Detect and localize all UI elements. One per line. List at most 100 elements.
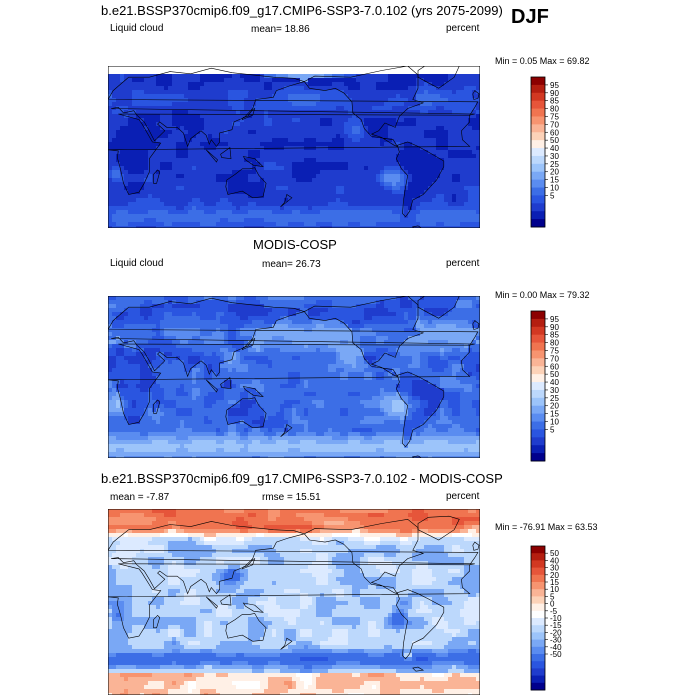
map-cell <box>320 170 325 175</box>
map-cell <box>320 182 325 187</box>
map-cell <box>352 166 357 171</box>
map-cell <box>256 130 261 135</box>
map-cell <box>384 82 389 87</box>
map-cell <box>224 110 229 115</box>
map-cell <box>216 316 221 321</box>
map-cell <box>248 102 253 107</box>
map-cell <box>108 312 113 317</box>
map-cell <box>368 332 373 337</box>
map-cell <box>424 332 429 337</box>
map-cell <box>272 296 277 301</box>
map-cell <box>444 130 449 135</box>
map-cell <box>444 146 449 151</box>
map-cell <box>380 190 385 195</box>
coastline-greenland <box>417 66 460 89</box>
map-cell <box>252 138 257 143</box>
map-cell <box>148 316 153 321</box>
map-cell <box>352 214 357 219</box>
map-cell <box>196 304 201 309</box>
map-cell <box>392 214 397 219</box>
map-cell <box>300 78 305 83</box>
map-cell <box>200 194 205 199</box>
map-cell <box>132 210 137 215</box>
map-cell <box>160 324 165 329</box>
map-cell <box>340 300 345 305</box>
map-cell <box>232 324 237 329</box>
map-cell <box>320 126 325 131</box>
map-cell <box>172 332 177 337</box>
map-cell <box>120 332 125 337</box>
map-cell <box>176 150 181 155</box>
map-cell <box>252 178 257 183</box>
map-cell <box>348 130 353 135</box>
map-cell <box>296 74 301 79</box>
map-cell <box>376 210 381 215</box>
map-cell <box>112 186 117 191</box>
map-cell <box>424 340 429 345</box>
map-cell <box>312 182 317 187</box>
map-cell <box>152 202 157 207</box>
map-cell <box>304 194 309 199</box>
map-cell <box>224 70 229 75</box>
map-cell <box>264 90 269 95</box>
map-cell <box>440 118 445 123</box>
map-cell <box>188 126 193 131</box>
map-cell <box>368 178 373 183</box>
map-cell <box>412 118 417 123</box>
map-cell <box>428 122 433 127</box>
map-cell <box>216 158 221 163</box>
map-cell <box>252 296 257 301</box>
map-cell <box>128 82 133 87</box>
map-cell <box>320 154 325 159</box>
map-cell <box>448 118 453 123</box>
map-cell <box>428 170 433 175</box>
map-cell <box>116 154 121 159</box>
map-cell <box>468 186 473 191</box>
map-cell <box>416 110 421 115</box>
map-cell <box>408 178 413 183</box>
map-cell <box>292 90 297 95</box>
map-cell <box>320 316 325 321</box>
map-cell <box>176 114 181 119</box>
map-cell <box>168 198 173 203</box>
map-cell <box>124 324 129 329</box>
map-cell <box>400 126 405 131</box>
map-cell <box>168 134 173 139</box>
map-cell <box>408 312 413 317</box>
map-cell <box>304 186 309 191</box>
map-cell <box>288 182 293 187</box>
map-cell <box>152 70 157 75</box>
map-cell <box>412 134 417 139</box>
map-cell <box>276 190 281 195</box>
map-cell <box>344 150 349 155</box>
map-cell <box>208 118 213 123</box>
map-cell <box>452 328 457 333</box>
map-cell <box>464 106 469 111</box>
map-cell <box>384 126 389 131</box>
map-cell <box>140 300 145 305</box>
map-cell <box>220 296 225 301</box>
map-cell <box>232 332 237 337</box>
map-cell <box>468 146 473 151</box>
map-cell <box>352 90 357 95</box>
map-cell <box>324 222 329 227</box>
map-cell <box>464 336 469 341</box>
map-cell <box>240 130 245 135</box>
map-cell <box>124 142 129 147</box>
map-cell <box>344 320 349 325</box>
map-cell <box>240 308 245 313</box>
map-cell <box>452 308 457 313</box>
map-cell <box>388 150 393 155</box>
map-cell <box>148 312 153 317</box>
map-cell <box>444 86 449 91</box>
map-cell <box>292 110 297 115</box>
map-cell <box>336 146 341 151</box>
map-cell <box>436 340 441 345</box>
map-cell <box>208 134 213 139</box>
map-cell <box>116 194 121 199</box>
map-cell <box>232 170 237 175</box>
map-cell <box>356 130 361 135</box>
map-cell <box>392 126 397 131</box>
map-cell <box>448 146 453 151</box>
map-cell <box>324 340 329 345</box>
